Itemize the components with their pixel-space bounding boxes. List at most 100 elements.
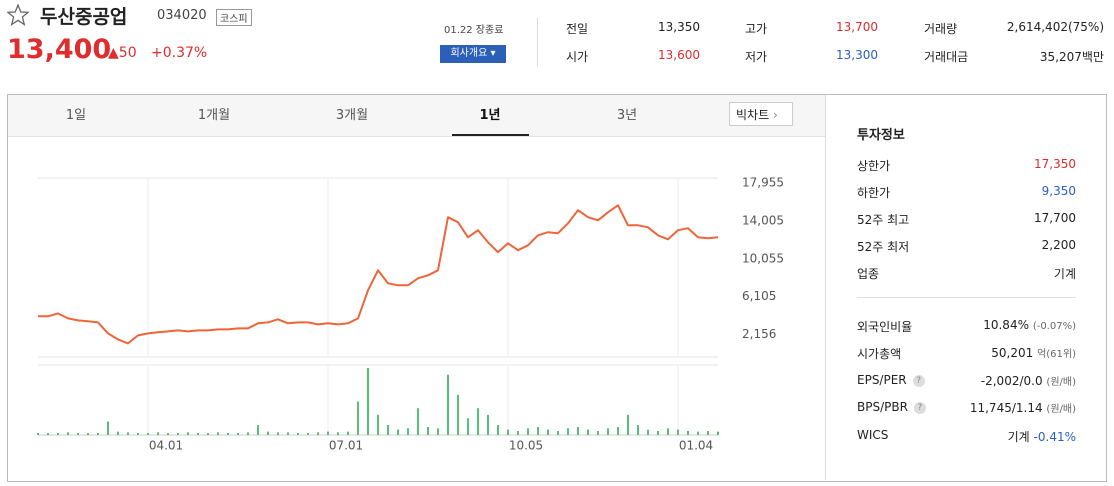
volume-bar: [427, 426, 429, 435]
quote-label: 거래대금: [924, 50, 969, 64]
panel-divider: [825, 95, 826, 480]
volume-bar: [137, 432, 139, 435]
invest-label: 52주 최저: [857, 240, 910, 254]
volume-bar: [367, 368, 369, 435]
volume-bar: [207, 432, 209, 435]
volume-bar: [297, 432, 299, 435]
tab[interactable]: 1년: [479, 108, 501, 123]
volume-bar: [617, 426, 619, 435]
invest-value-text: 11,745/1.14: [969, 401, 1043, 415]
up-arrow: ▲: [108, 45, 119, 61]
volume-bar: [717, 431, 719, 435]
volume-bar: [197, 432, 199, 435]
tab[interactable]: 3년: [616, 108, 638, 123]
change-pct: +0.37%: [151, 45, 208, 61]
stock-name: 두산중공업: [40, 6, 128, 28]
invest-value: 9,350: [1041, 184, 1076, 198]
volume-bar: [87, 432, 89, 435]
volume-bar: [467, 418, 469, 435]
quote-value: 13,300: [836, 48, 878, 62]
volume-bar: [547, 429, 549, 435]
invest-value: 11,745/1.14 (원/배): [970, 400, 1076, 415]
invest-label-text: EPS/PER: [857, 373, 907, 387]
help-icon[interactable]: ?: [913, 402, 926, 414]
invest-note: (원/배): [1046, 377, 1076, 388]
volume-bar: [97, 432, 99, 435]
x-tick-label: 04.01: [149, 439, 183, 453]
volume-bar: [677, 429, 679, 435]
volume-bar: [77, 432, 79, 435]
volume-bar: [487, 414, 489, 435]
invest-label: WICS: [857, 428, 888, 442]
quote-label: 저가: [745, 50, 768, 64]
tab[interactable]: 1일: [65, 108, 87, 123]
quote-label: 거래량: [924, 22, 958, 36]
volume-bar: [557, 430, 559, 435]
invest-label-text: 시가총액: [857, 347, 902, 361]
invest-note: (원/배): [1046, 404, 1076, 415]
big-chart-label: 빅차트: [736, 108, 770, 122]
invest-value-text: 50,201: [991, 346, 1034, 360]
volume-bar: [667, 428, 669, 435]
volume-bar: [47, 432, 49, 435]
volume-bar: [57, 432, 59, 435]
quote-value: 35,207백만: [1039, 50, 1104, 64]
volume-bar: [687, 430, 689, 435]
invest-value: 기계 -0.41%: [1008, 428, 1076, 445]
help-icon[interactable]: ?: [912, 375, 925, 387]
volume-bar: [587, 429, 589, 435]
volume-bar: [407, 428, 409, 435]
invest-value: 10.84% (-0.07%): [983, 318, 1076, 332]
volume-bar: [317, 432, 319, 435]
quote-value: 13,350: [658, 20, 700, 34]
volume-bar: [387, 424, 389, 435]
invest-label: EPS/PER?: [857, 373, 925, 387]
volume-bar: [267, 431, 269, 435]
volume-bar: [647, 429, 649, 435]
y-tick-label: 2,156: [742, 327, 776, 341]
x-tick-label: 07.01: [329, 439, 363, 453]
volume-bar: [127, 432, 129, 435]
tab[interactable]: 1개월: [197, 108, 231, 123]
invest-value: 50,201 억(61위): [991, 345, 1076, 360]
favorite-star[interactable]: [7, 4, 29, 26]
invest-note: 억(61위): [1037, 349, 1076, 360]
invest-value: 17,350: [1034, 157, 1076, 171]
tab[interactable]: 3개월: [335, 108, 369, 123]
volume-bar: [697, 431, 699, 435]
company-button-label: 회사개요: [450, 48, 488, 59]
invest-value-text: 10.84%: [983, 318, 1029, 332]
invest-label: 업종: [857, 267, 880, 281]
volume-bar: [177, 432, 179, 435]
invest-value: 17,700: [1034, 211, 1076, 225]
invest-label: 외국인비율: [857, 318, 912, 335]
invest-note: (-0.07%): [1032, 321, 1076, 332]
price-line: [38, 204, 719, 345]
volume-bar: [147, 432, 149, 435]
volume-bar: [577, 426, 579, 435]
volume-bar: [607, 428, 609, 435]
volume-bar: [37, 432, 39, 435]
volume-bar: [287, 432, 289, 435]
invest-label-text: 외국인비율: [857, 320, 913, 334]
y-tick-label: 14,005: [742, 214, 784, 228]
x-tick-label: 01.04: [679, 439, 713, 453]
current-price: 13,400: [7, 34, 112, 65]
invest-label: BPS/PBR?: [857, 400, 926, 414]
volume-bar: [377, 414, 379, 435]
invest-value: -2,002/0.0 (원/배): [981, 373, 1076, 388]
invest-value: 기계: [1053, 267, 1076, 281]
volume-bar: [337, 432, 339, 435]
invest-title: 투자정보: [857, 128, 905, 143]
invest-label: 하한가: [857, 186, 891, 200]
quote-value: 13,700: [836, 20, 878, 34]
invest-label: 상한가: [857, 159, 891, 173]
big-chart-button[interactable]: 빅차트 ›: [729, 102, 793, 126]
company-button[interactable]: 회사개요 ▾: [440, 45, 506, 63]
invest-label-text: BPS/PBR: [857, 400, 908, 414]
invest-value: 2,200: [1041, 238, 1076, 252]
volume-bar: [357, 401, 359, 435]
y-tick-label: 17,955: [742, 176, 784, 190]
volume-bar: [397, 429, 399, 435]
